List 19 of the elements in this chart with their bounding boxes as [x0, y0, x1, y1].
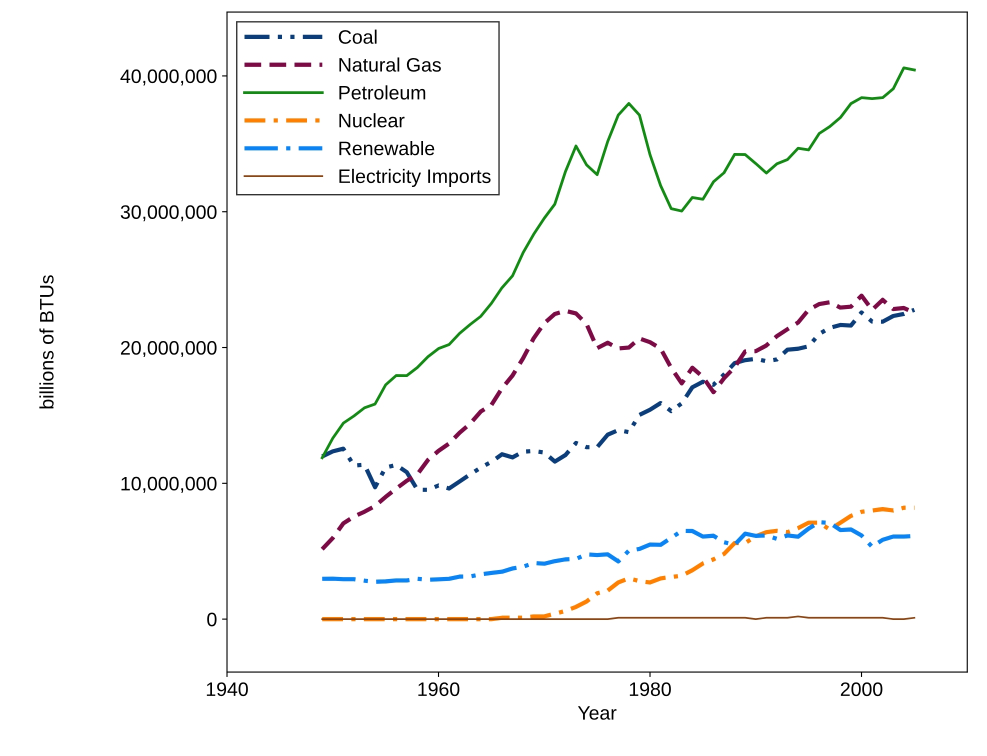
y-tick-label: 20,000,000 [120, 340, 217, 358]
y-tick-label: 10,000,000 [121, 476, 217, 493]
legend-label: Petroleum [339, 85, 426, 100]
y-tick-label: 30,000,000 [120, 205, 217, 222]
x-tick-label: 2000 [840, 682, 882, 696]
legend-label: Renewable [339, 140, 434, 156]
line-series [320, 506, 916, 622]
y-tick-label: 0 [207, 612, 217, 626]
line-series [320, 308, 916, 492]
y-axis-title: billions of BTUs [39, 275, 54, 408]
legend-label: Electricity Imports [339, 168, 491, 187]
x-tick-label: 1940 [206, 682, 248, 696]
y-tick-label: 40,000,000 [120, 69, 217, 86]
x-tick-label: 1960 [418, 682, 460, 696]
x-tick-label: 1980 [630, 682, 671, 696]
legend-label: Coal [338, 30, 377, 44]
x-axis-title: Year [578, 706, 616, 720]
legend-label: Natural Gas [339, 57, 441, 72]
legend-label: Nuclear [339, 113, 405, 128]
